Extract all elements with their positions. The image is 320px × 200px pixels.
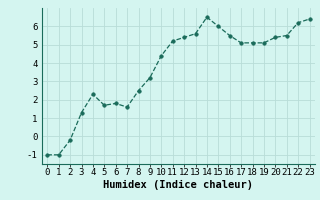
X-axis label: Humidex (Indice chaleur): Humidex (Indice chaleur) [103,180,253,190]
